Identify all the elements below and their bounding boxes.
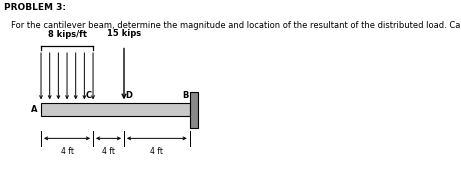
- Text: 4 ft: 4 ft: [150, 147, 163, 156]
- Text: C: C: [86, 91, 92, 100]
- Text: For the cantilever beam, determine the magnitude and location of the resultant o: For the cantilever beam, determine the m…: [12, 21, 461, 30]
- Bar: [41, 103, 189, 116]
- Text: B: B: [183, 91, 189, 100]
- Text: 15 kips: 15 kips: [107, 29, 141, 38]
- Text: 4 ft: 4 ft: [60, 147, 74, 156]
- Text: PROBLEM 3:: PROBLEM 3:: [4, 3, 66, 12]
- Text: A: A: [31, 105, 37, 114]
- Text: D: D: [125, 91, 132, 100]
- Bar: [189, 92, 198, 128]
- Text: 8 kips/ft: 8 kips/ft: [47, 30, 87, 39]
- Text: 4 ft: 4 ft: [102, 147, 115, 156]
